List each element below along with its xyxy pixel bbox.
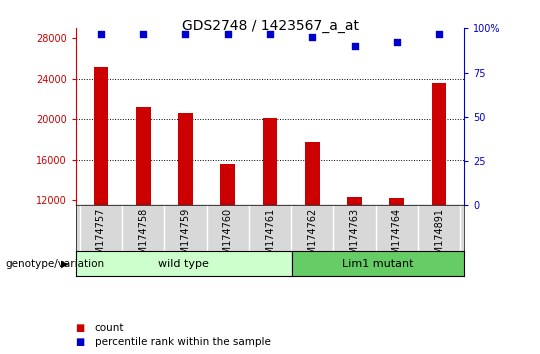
Text: GSM174757: GSM174757: [96, 207, 106, 267]
Bar: [93, 67, 109, 205]
Bar: [347, 197, 362, 205]
Bar: [262, 118, 278, 205]
Text: GSM174758: GSM174758: [138, 207, 148, 267]
Text: GSM174891: GSM174891: [434, 207, 444, 267]
Bar: [305, 142, 320, 205]
Bar: [136, 107, 151, 205]
Text: GDS2748 / 1423567_a_at: GDS2748 / 1423567_a_at: [181, 19, 359, 34]
Bar: [431, 83, 447, 205]
Point: [181, 31, 190, 36]
Text: wild type: wild type: [158, 259, 209, 269]
Point: [393, 40, 401, 45]
Point: [266, 31, 274, 36]
Point: [308, 34, 316, 40]
Bar: [178, 113, 193, 205]
Text: count: count: [94, 323, 124, 333]
Text: GSM174760: GSM174760: [222, 207, 233, 267]
Text: ▶: ▶: [61, 259, 69, 269]
Point: [435, 31, 443, 36]
Text: Lim1 mutant: Lim1 mutant: [342, 259, 414, 269]
Point: [139, 31, 147, 36]
Bar: [220, 164, 235, 205]
Text: GSM174764: GSM174764: [392, 207, 402, 267]
Text: GSM174761: GSM174761: [265, 207, 275, 267]
Text: ■: ■: [76, 323, 85, 333]
Point: [350, 43, 359, 49]
Text: ■: ■: [76, 337, 85, 347]
Bar: [389, 198, 404, 205]
Text: GSM174763: GSM174763: [349, 207, 360, 267]
Point: [224, 31, 232, 36]
Text: GSM174759: GSM174759: [180, 207, 191, 267]
Text: genotype/variation: genotype/variation: [5, 259, 105, 269]
Text: GSM174762: GSM174762: [307, 207, 318, 267]
Point: [97, 31, 105, 36]
Text: percentile rank within the sample: percentile rank within the sample: [94, 337, 271, 347]
